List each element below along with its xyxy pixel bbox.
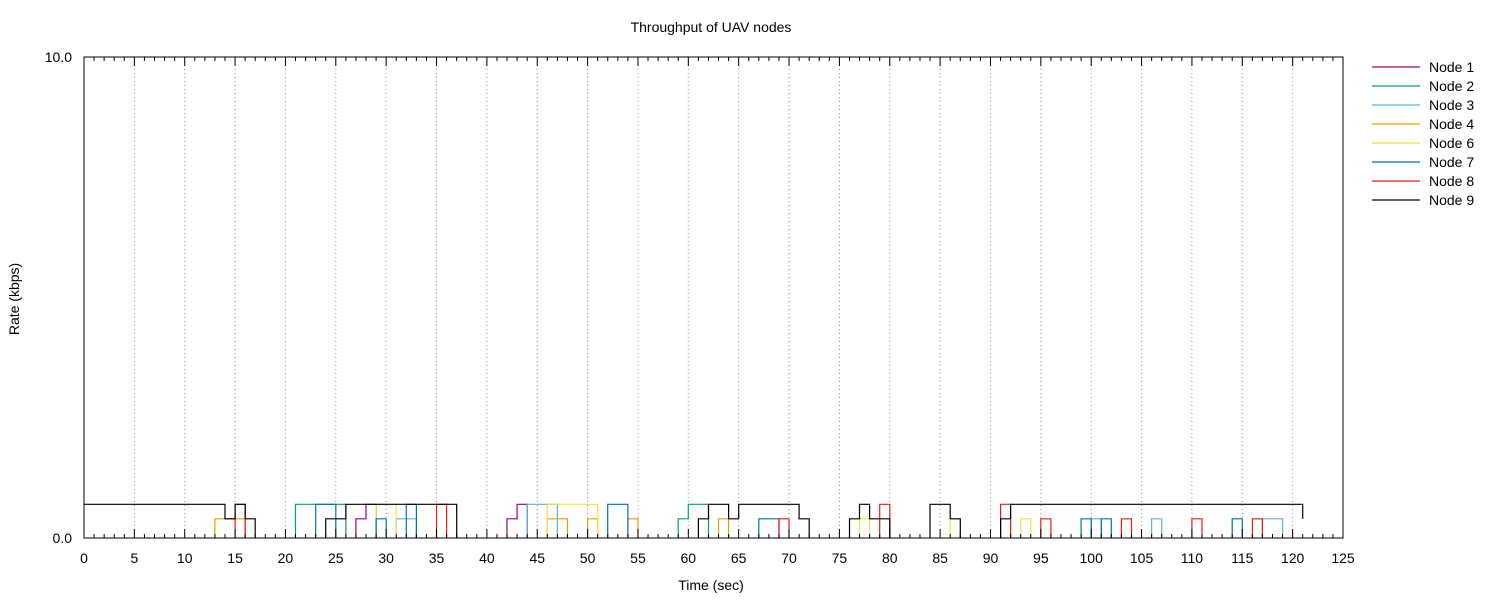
x-tick-label: 105: [1130, 550, 1154, 566]
x-tick-label: 10: [177, 550, 193, 566]
legend-item: Node 6: [1372, 135, 1474, 151]
x-axis-title: Time (sec): [678, 577, 744, 593]
series-line: [586, 518, 599, 538]
series-line: [627, 518, 639, 538]
grid-lines: [133, 57, 1294, 538]
series-line: [929, 503, 961, 538]
legend-item: Node 4: [1372, 116, 1474, 132]
x-tick-label: 60: [681, 550, 697, 566]
legend-label: Node 2: [1429, 78, 1474, 94]
x-tick-label: 45: [529, 550, 545, 566]
y-tick-label: 10.0: [45, 49, 72, 65]
x-tick-label: 90: [983, 550, 999, 566]
x-tick-label: 110: [1181, 550, 1204, 566]
series-line: [677, 503, 710, 538]
series-line: [1251, 518, 1264, 538]
series-line: [1120, 518, 1133, 538]
series-line: [526, 503, 559, 538]
x-tick-label: 15: [227, 550, 243, 566]
y-tick-labels: 0.0 10.0: [45, 49, 72, 546]
legend-label: Node 1: [1429, 59, 1474, 75]
series-line: [999, 503, 1012, 538]
x-tick-label: 35: [429, 550, 445, 566]
series-line: [949, 518, 961, 538]
x-tick-label: 55: [630, 550, 646, 566]
plot-area: [83, 56, 1344, 539]
series-line: [999, 503, 1304, 538]
x-tick-label: 5: [130, 550, 138, 566]
x-tick-label: 30: [378, 550, 394, 566]
series-line: [315, 503, 337, 538]
series-node-1: [355, 503, 528, 538]
series-lines: [84, 503, 1304, 538]
series-line: [607, 503, 629, 538]
x-tick-label: 70: [781, 550, 797, 566]
x-tick-label: 125: [1331, 550, 1355, 566]
series-node-4: [214, 518, 730, 538]
series-node-2: [294, 503, 710, 538]
axis-ticks: [83, 57, 1344, 538]
series-line: [375, 518, 387, 538]
series-line: [1231, 518, 1243, 538]
series-line: [879, 503, 891, 538]
series-line: [234, 503, 246, 538]
legend-label: Node 8: [1429, 173, 1474, 189]
series-line: [717, 518, 730, 538]
series-line: [546, 503, 599, 538]
x-tick-label: 0: [80, 550, 88, 566]
legend-item: Node 9: [1372, 192, 1474, 208]
x-tick-label: 95: [1033, 550, 1049, 566]
legend-item: Node 1: [1372, 59, 1474, 75]
series-node-9: [84, 503, 1304, 538]
series-line: [1090, 518, 1102, 538]
series-line: [435, 503, 448, 538]
series-line: [506, 503, 528, 538]
series-line: [84, 503, 256, 538]
series-line: [214, 518, 246, 538]
series-line: [1020, 518, 1032, 538]
y-axis-title: Rate (kbps): [6, 263, 22, 335]
x-tick-label: 80: [882, 550, 898, 566]
series-line: [858, 518, 871, 538]
legend-item: Node 7: [1372, 154, 1474, 170]
x-tick-label: 20: [278, 550, 294, 566]
legend-label: Node 4: [1429, 116, 1474, 132]
series-line: [1150, 518, 1163, 538]
series-line: [1040, 518, 1052, 538]
y-tick-label: 0.0: [53, 530, 73, 546]
legend: Node 1 Node 2 Node 3 Node 4 Node 6 Node 7 Node…: [1372, 59, 1474, 208]
series-line: [1080, 518, 1092, 538]
series-line: [697, 503, 810, 538]
x-tick-label: 65: [731, 550, 747, 566]
x-tick-label: 115: [1231, 550, 1254, 566]
series-node-6: [375, 503, 1032, 538]
series-node-8: [234, 503, 1264, 538]
series-line: [355, 503, 377, 538]
x-tick-label: 85: [932, 550, 948, 566]
legend-label: Node 7: [1429, 154, 1474, 170]
x-tick-label: 40: [479, 550, 495, 566]
series-line: [325, 503, 458, 538]
series-line: [1100, 518, 1112, 538]
x-tick-label: 75: [832, 550, 848, 566]
legend-item: Node 8: [1372, 173, 1474, 189]
x-tick-label: 50: [580, 550, 596, 566]
series-line: [778, 518, 790, 538]
x-tick-label: 100: [1080, 550, 1104, 566]
series-line: [1191, 518, 1203, 538]
legend-label: Node 9: [1429, 192, 1474, 208]
legend-label: Node 3: [1429, 97, 1474, 113]
series-line: [294, 503, 347, 538]
x-tick-label: 25: [328, 550, 344, 566]
x-tick-labels: 0 5 10 15 20 25 30 35 40 45 50 55 60 65 70 75 80 85 90 95 10…: [80, 550, 1355, 566]
legend-item: Node 3: [1372, 97, 1474, 113]
legend-item: Node 2: [1372, 78, 1474, 94]
legend-label: Node 6: [1429, 135, 1474, 151]
series-line: [405, 503, 417, 538]
x-tick-label: 120: [1281, 550, 1305, 566]
series-line: [848, 503, 891, 538]
chart-title: Throughput of UAV nodes: [631, 19, 792, 35]
